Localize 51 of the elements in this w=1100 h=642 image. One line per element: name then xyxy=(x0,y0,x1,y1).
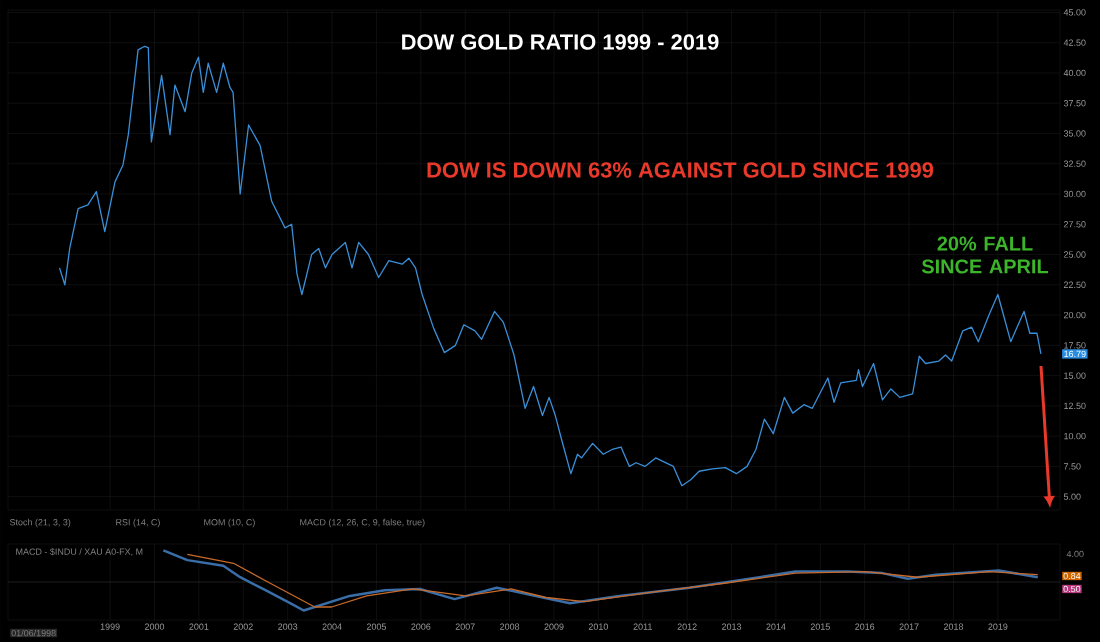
x-tick-label: 2014 xyxy=(766,623,786,630)
chart-title: MACD - $INDU / XAU A0-FX, M xyxy=(16,548,143,556)
y-tick-label: 22.50 xyxy=(1063,281,1086,288)
y-tick-label: 20.00 xyxy=(1063,311,1086,319)
x-tick-label: 2008 xyxy=(500,623,520,630)
x-tick-label: 2009 xyxy=(544,623,564,630)
x-tick-label: 2013 xyxy=(722,623,742,630)
x-tick-label: 2017 xyxy=(899,623,919,630)
y-tick-label: 17.50 xyxy=(1064,342,1086,349)
y-tick-label: 35.00 xyxy=(1063,130,1086,137)
x-tick-label: 2001 xyxy=(189,623,209,630)
x-tick-label: 2010 xyxy=(588,623,608,630)
text: 01/06/1998 xyxy=(11,629,56,637)
y-tick-label: 12.50 xyxy=(1064,402,1086,410)
y-tick-label: 27.50 xyxy=(1063,221,1086,228)
annotation: 16.79 xyxy=(1064,350,1086,358)
annotation: 20% FALL SINCE APRIL xyxy=(921,236,1049,274)
x-tick-label: 2012 xyxy=(677,623,697,630)
x-tick-label: 2003 xyxy=(278,623,298,630)
x-tick-label: 2016 xyxy=(855,623,875,630)
x-tick-label: 2019 xyxy=(988,623,1008,630)
x-tick-label: 1999 xyxy=(100,623,120,630)
y-tick-label: 32.50 xyxy=(1063,160,1086,167)
text: Stoch (21, 3, 3) xyxy=(9,518,71,528)
text: MACD (12, 26, C, 9, false, true) xyxy=(300,518,425,528)
y-tick-label: 30.00 xyxy=(1063,190,1086,198)
x-tick-label: 2005 xyxy=(366,623,387,630)
text: RSI (14, C) xyxy=(116,518,160,528)
x-tick-label: 2018 xyxy=(943,623,964,630)
text: 4.00 xyxy=(1066,550,1084,558)
y-tick-label: 10.00 xyxy=(1064,432,1086,440)
y-tick-label: 37.50 xyxy=(1063,100,1086,107)
text: DOW GOLD RATIO 1999 - 2019 xyxy=(402,34,719,50)
y-tick-label: 25.00 xyxy=(1063,251,1086,258)
x-tick-label: 2002 xyxy=(233,623,253,630)
y-tick-label: 5.00 xyxy=(1063,493,1081,500)
annotation: DOW IS DOWN 63% AGAINST GOLD SINCE 1999 xyxy=(427,162,934,178)
y-tick-label: 42.50 xyxy=(1063,39,1086,46)
y-tick-label: 40.00 xyxy=(1063,69,1086,77)
text: 0.50 xyxy=(1063,585,1081,593)
y-tick-label: 45.00 xyxy=(1063,9,1086,16)
x-tick-label: 2000 xyxy=(144,623,165,630)
text: MOM (10, C) xyxy=(204,518,255,528)
x-tick-label: 2011 xyxy=(633,623,652,630)
y-tick-label: 15.00 xyxy=(1064,372,1086,379)
x-tick-label: 2015 xyxy=(810,623,830,630)
x-tick-label: 2006 xyxy=(411,623,431,630)
text: 0.84 xyxy=(1063,572,1081,580)
x-tick-label: 2007 xyxy=(455,623,475,630)
y-tick-label: 7.50 xyxy=(1063,463,1081,470)
x-tick-label: 2004 xyxy=(322,623,342,630)
